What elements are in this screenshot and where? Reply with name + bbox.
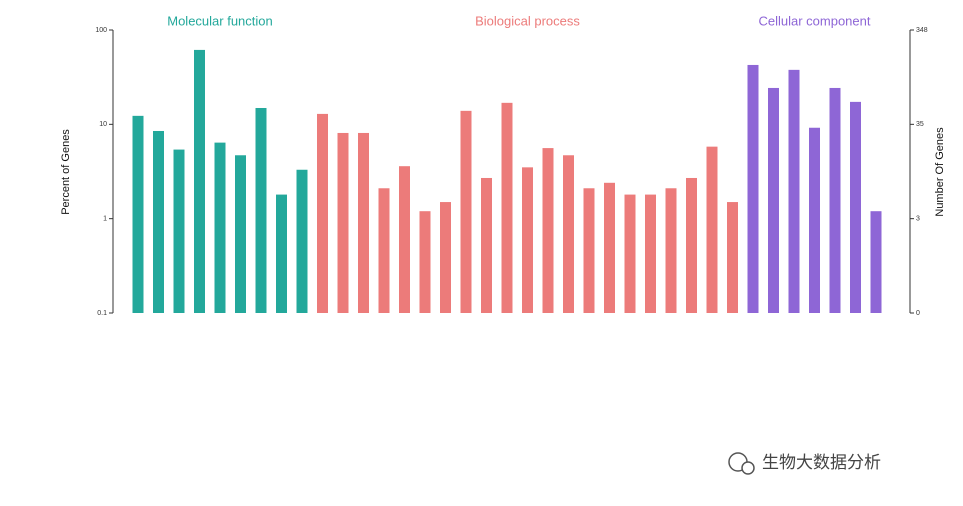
bar: [604, 182, 615, 313]
bar: [829, 87, 841, 313]
bar: [583, 188, 595, 313]
y2-tick-label: 348: [916, 27, 928, 34]
bar: [317, 113, 328, 314]
bar: [378, 188, 390, 313]
bar: [788, 69, 800, 314]
bar: [768, 87, 779, 313]
bar: [337, 132, 349, 313]
bar: [542, 148, 554, 313]
bar: [276, 194, 287, 313]
y-tick-label: 10: [99, 121, 107, 128]
bar: [194, 49, 205, 314]
bar: [501, 102, 513, 313]
bar: [481, 177, 492, 313]
bar: [255, 107, 267, 313]
bar: [870, 211, 882, 313]
bar: [706, 146, 718, 313]
y-tick-label: 0.1: [97, 310, 107, 317]
bar: [296, 169, 308, 313]
group-label: Biological process: [475, 13, 580, 28]
bar: [665, 188, 677, 313]
group-label: Cellular component: [758, 13, 870, 28]
bar: [460, 110, 472, 313]
bar: [747, 64, 759, 313]
bar: [173, 149, 185, 313]
bar: [850, 101, 861, 313]
y-tick-label: 100: [95, 27, 107, 34]
bar: [440, 202, 451, 313]
group-label: Molecular function: [167, 13, 273, 28]
bar: [419, 211, 431, 313]
bar: [624, 194, 636, 313]
bar: [399, 166, 410, 313]
bar: [686, 177, 697, 313]
y-tick-label: 1: [103, 216, 107, 223]
y-axis-title: Percent of Genes: [60, 129, 72, 215]
y2-tick-label: 35: [916, 121, 924, 128]
bar: [809, 127, 820, 313]
watermark: 生物大数据分析: [728, 452, 881, 475]
bar: [235, 155, 246, 313]
watermark-text: 生物大数据分析: [762, 453, 881, 473]
y2-tick-label: 3: [916, 216, 920, 223]
bar: [132, 115, 144, 313]
bar: [214, 142, 226, 313]
y2-tick-label: 0: [916, 310, 920, 317]
bar: [645, 194, 656, 313]
bar: [563, 155, 574, 313]
bar: [153, 130, 164, 313]
watermark-icon: [741, 461, 755, 475]
bar: [358, 132, 369, 313]
bar: [522, 167, 533, 313]
bar: [727, 202, 738, 313]
y2-axis-title: Number Of Genes: [934, 127, 946, 217]
